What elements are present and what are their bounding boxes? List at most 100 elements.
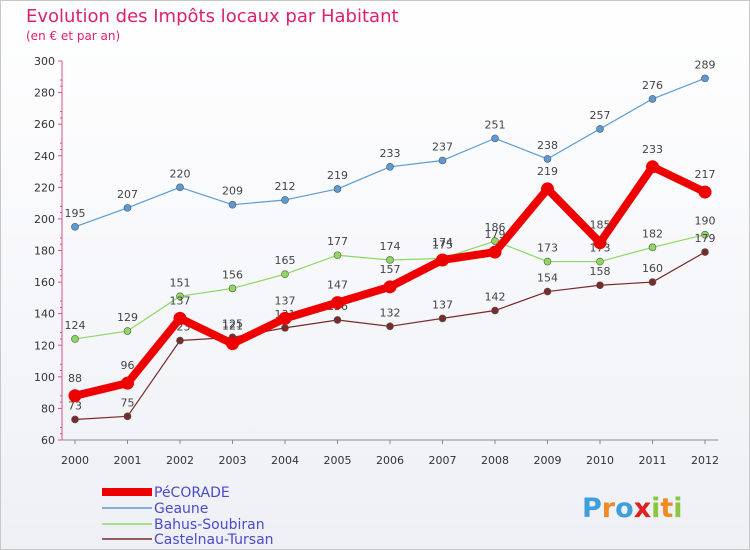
data-label: 124 — [65, 319, 86, 332]
series-0: 88 96 137 121 137 147 157 174 179 219 185 233 217 — [68, 143, 716, 403]
data-point — [698, 185, 712, 199]
y-tick-label: 240 — [34, 150, 55, 163]
data-label: 212 — [275, 180, 296, 193]
data-point — [593, 236, 607, 250]
data-label: 238 — [537, 139, 558, 152]
x-tick-label: 2008 — [481, 454, 509, 467]
data-label: 195 — [65, 207, 86, 220]
data-point — [228, 284, 237, 293]
data-point — [491, 237, 499, 245]
data-point — [646, 160, 659, 174]
x-tick-label: 2005 — [324, 454, 352, 467]
y-tick-label: 200 — [34, 213, 55, 226]
data-point — [648, 95, 657, 103]
data-point — [438, 156, 447, 165]
data-point — [121, 376, 134, 390]
data-label: 75 — [121, 396, 135, 409]
data-point — [648, 243, 657, 252]
data-point — [123, 327, 132, 335]
data-point — [123, 412, 132, 421]
logo-letter: P — [582, 493, 602, 524]
data-point — [176, 292, 184, 301]
x-tick-label: 2000 — [61, 454, 89, 467]
data-label: 219 — [327, 169, 348, 182]
data-label: 151 — [170, 276, 191, 289]
data-label: 179 — [695, 232, 716, 245]
data-label: 209 — [222, 185, 243, 198]
data-point — [543, 257, 552, 266]
data-point — [701, 74, 709, 83]
data-label: 185 — [590, 219, 611, 232]
data-point — [281, 324, 289, 332]
y-tick-label: 180 — [34, 245, 55, 258]
data-point — [436, 253, 449, 267]
data-label: 251 — [485, 118, 506, 131]
data-label: 154 — [537, 272, 558, 285]
data-label: 174 — [380, 240, 401, 253]
x-tick-label: 2006 — [376, 454, 404, 467]
data-point — [228, 200, 237, 209]
data-point — [386, 256, 394, 264]
x-tick-label: 2011 — [639, 454, 667, 467]
data-point — [488, 245, 502, 259]
chart-axes: 60 80 100 120 140 160 180 200 220 240 260 280 300 200… — [34, 55, 719, 467]
legend-label: Geaune — [154, 501, 208, 517]
data-label: 156 — [222, 268, 243, 281]
data-point — [176, 183, 184, 192]
logo-letter: t — [660, 493, 673, 524]
data-point — [543, 155, 552, 163]
data-label: 129 — [117, 311, 138, 324]
x-tick-label: 2010 — [586, 454, 614, 467]
data-label: 121 — [222, 320, 243, 333]
data-label: 158 — [590, 265, 611, 278]
data-point — [491, 134, 499, 143]
logo-letter: i — [651, 493, 660, 524]
data-label: 257 — [590, 109, 611, 122]
y-tick-label: 220 — [34, 181, 55, 194]
y-tick-label: 300 — [34, 55, 55, 68]
data-label: 233 — [642, 143, 663, 156]
data-point — [541, 182, 554, 196]
proxiti-logo: Proxiti — [582, 493, 683, 524]
data-label: 233 — [380, 147, 401, 160]
data-point — [176, 336, 184, 345]
data-label: 157 — [380, 263, 401, 276]
data-label: 182 — [642, 227, 663, 240]
logo-letter: r — [602, 493, 616, 524]
chart-subtitle: (en € et par an) — [26, 29, 120, 43]
data-label: 237 — [432, 140, 453, 153]
y-tick-label: 100 — [34, 371, 55, 384]
data-point — [71, 335, 79, 343]
data-point — [596, 125, 604, 133]
chart-legend: PéCORADEGeauneBahus-SoubiranCastelnau-Tu… — [102, 485, 274, 548]
data-label: 132 — [380, 306, 401, 319]
data-label: 96 — [121, 359, 135, 372]
data-point — [333, 185, 342, 193]
data-label: 207 — [117, 188, 138, 201]
x-tick-label: 2001 — [114, 454, 142, 467]
data-label: 289 — [695, 58, 716, 71]
data-point — [278, 311, 292, 325]
data-label: 217 — [695, 168, 716, 181]
data-point — [386, 163, 394, 171]
data-point — [383, 280, 397, 294]
data-point — [71, 415, 79, 424]
data-label: 142 — [485, 291, 506, 304]
logo-letter: x — [634, 493, 651, 524]
data-point — [331, 296, 344, 310]
data-label: 137 — [275, 294, 296, 307]
data-label: 219 — [537, 165, 558, 178]
data-label: 173 — [537, 242, 558, 255]
data-point — [226, 337, 239, 351]
logo-letter: i — [673, 493, 682, 524]
data-label: 177 — [327, 235, 348, 248]
y-tick-label: 140 — [34, 308, 55, 321]
data-point — [68, 389, 82, 403]
data-label: 179 — [485, 228, 506, 241]
data-point — [386, 322, 394, 331]
data-point — [596, 257, 604, 266]
data-point — [333, 316, 342, 324]
data-label: 125 — [222, 317, 243, 330]
